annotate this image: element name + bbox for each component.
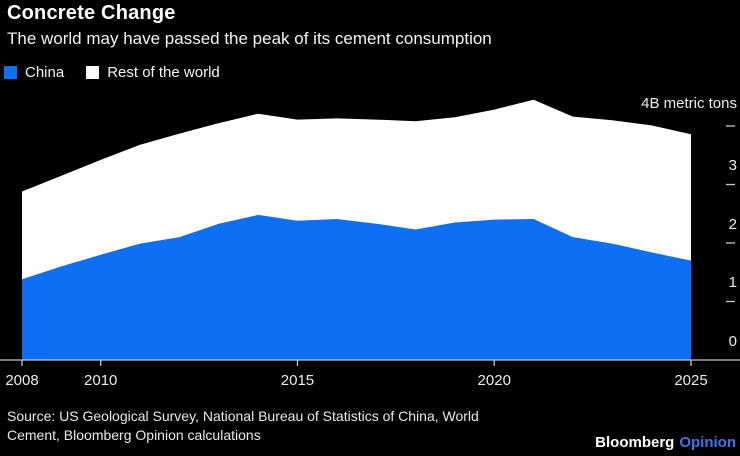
source-line-1: Source: US Geological Survey, National B… [7,408,479,424]
chart-subtitle: The world may have passed the peak of it… [7,29,492,48]
y-tick-label-0: 0 [728,333,737,350]
x-tick-label-2008: 2008 [5,372,39,389]
chart-title: Concrete Change [7,2,176,24]
x-tick-label-2025: 2025 [674,372,708,389]
legend-item-rest-of-world: Rest of the world [86,64,220,81]
y-tick-label-2: 2 [728,216,737,233]
bloomberg-opinion-logo: Bloomberg Opinion [595,434,736,451]
legend-label-rest-of-world: Rest of the world [107,64,220,81]
y-tick-label-3: 3 [728,157,737,174]
logo-bloomberg-text: Bloomberg [595,434,675,451]
china-swatch-icon [4,66,17,79]
source-line-2: Cement, Bloomberg Opinion calculations [7,427,261,443]
y-axis-unit-label: 4B metric tons [641,95,737,112]
source-note: Source: US Geological Survey, National B… [7,407,479,445]
x-tick-label-2020: 2020 [477,372,511,389]
axis-group [0,125,740,366]
logo-opinion-text: Opinion [679,434,736,451]
rest-of-world-swatch-icon [86,66,100,79]
x-tick-label-2010: 2010 [84,372,118,389]
legend-item-china: China [4,64,64,81]
area-china [22,214,691,360]
x-tick-label-2015: 2015 [280,372,315,389]
legend: China Rest of the world [4,64,220,81]
legend-label-china: China [25,64,65,81]
y-tick-label-1: 1 [728,274,737,291]
